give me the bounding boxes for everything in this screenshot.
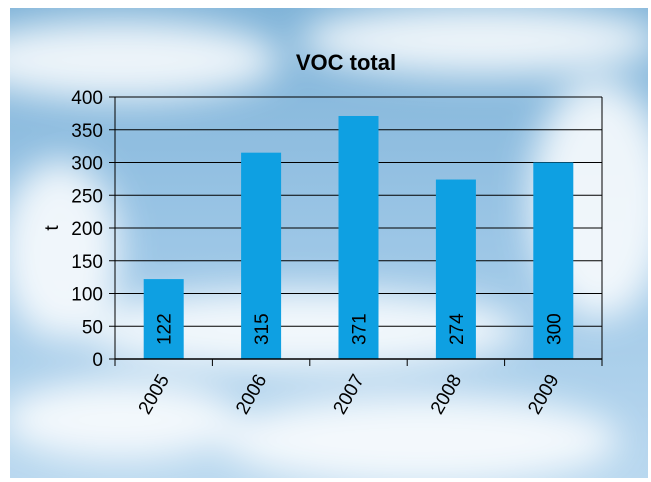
data-label: 371	[350, 313, 371, 345]
y-tick-label: 150	[71, 252, 103, 273]
y-tick-label: 250	[71, 186, 103, 207]
y-tick-label: 0	[92, 350, 103, 371]
bar	[241, 152, 282, 359]
bar	[533, 162, 574, 359]
data-label: 300	[544, 313, 565, 345]
data-label: 315	[252, 313, 273, 345]
data-label: 122	[155, 313, 176, 345]
y-tick-label: 50	[82, 317, 103, 338]
chart-title: VOC total	[296, 50, 396, 75]
clouds	[0, 5, 651, 482]
y-tick-label: 400	[71, 88, 103, 109]
data-label: 274	[447, 313, 468, 345]
bar	[435, 179, 476, 359]
bar	[338, 115, 379, 360]
y-tick-label: 300	[71, 154, 103, 175]
y-tick-label: 200	[71, 219, 103, 240]
bar	[143, 279, 184, 359]
y-tick-label: 100	[71, 285, 103, 306]
y-tick-label: 350	[71, 121, 103, 142]
y-axis-label: t	[42, 225, 63, 231]
